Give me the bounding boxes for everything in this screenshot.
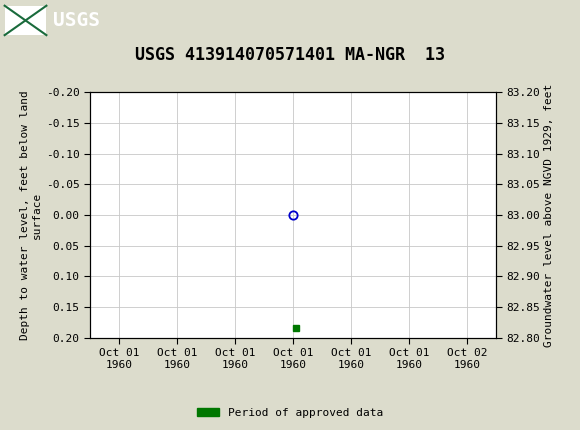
Y-axis label: Groundwater level above NGVD 1929, feet: Groundwater level above NGVD 1929, feet — [544, 83, 554, 347]
FancyBboxPatch shape — [5, 6, 46, 35]
Text: USGS 413914070571401 MA-NGR  13: USGS 413914070571401 MA-NGR 13 — [135, 46, 445, 64]
Text: USGS: USGS — [53, 11, 100, 30]
Legend: Period of approved data: Period of approved data — [193, 403, 387, 422]
Y-axis label: Depth to water level, feet below land
surface: Depth to water level, feet below land su… — [20, 90, 42, 340]
